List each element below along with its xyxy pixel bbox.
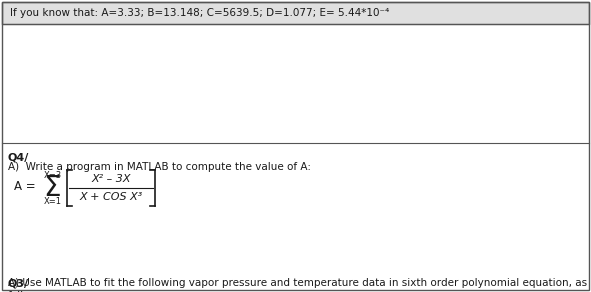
Text: Q4/: Q4/ (8, 152, 30, 162)
Bar (2, 2, 589, 24)
Text: A =: A = (14, 180, 35, 194)
Text: Q3/: Q3/ (8, 278, 29, 288)
Text: A)  Write a program in MATLAB to compute the value of A:: A) Write a program in MATLAB to compute … (8, 162, 311, 172)
Text: $\Sigma$: $\Sigma$ (43, 174, 61, 202)
Text: X + COS X³: X + COS X³ (79, 192, 142, 202)
Text: X=1: X=1 (44, 197, 62, 206)
Text: A) Use MATLAB to fit the following vapor pressure and temperature data in sixth : A) Use MATLAB to fit the following vapor… (8, 278, 587, 292)
Text: X=3: X=3 (44, 171, 62, 180)
Text: X² – 3X: X² – 3X (91, 174, 131, 184)
Text: If you know that: A=3.33; B=13.148; C=5639.5; D=1.077; E= 5.44*10⁻⁴: If you know that: A=3.33; B=13.148; C=56… (10, 8, 389, 18)
